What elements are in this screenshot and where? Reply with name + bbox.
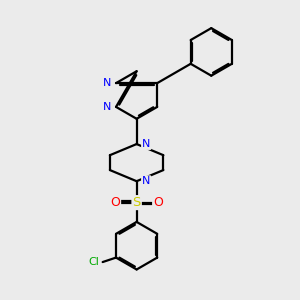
Text: O: O bbox=[153, 196, 163, 209]
Text: S: S bbox=[132, 196, 141, 209]
Text: N: N bbox=[142, 139, 150, 149]
Text: N: N bbox=[103, 102, 112, 112]
Text: N: N bbox=[103, 78, 112, 88]
Text: N: N bbox=[142, 176, 150, 186]
Text: Cl: Cl bbox=[88, 257, 99, 267]
Text: O: O bbox=[110, 196, 120, 209]
